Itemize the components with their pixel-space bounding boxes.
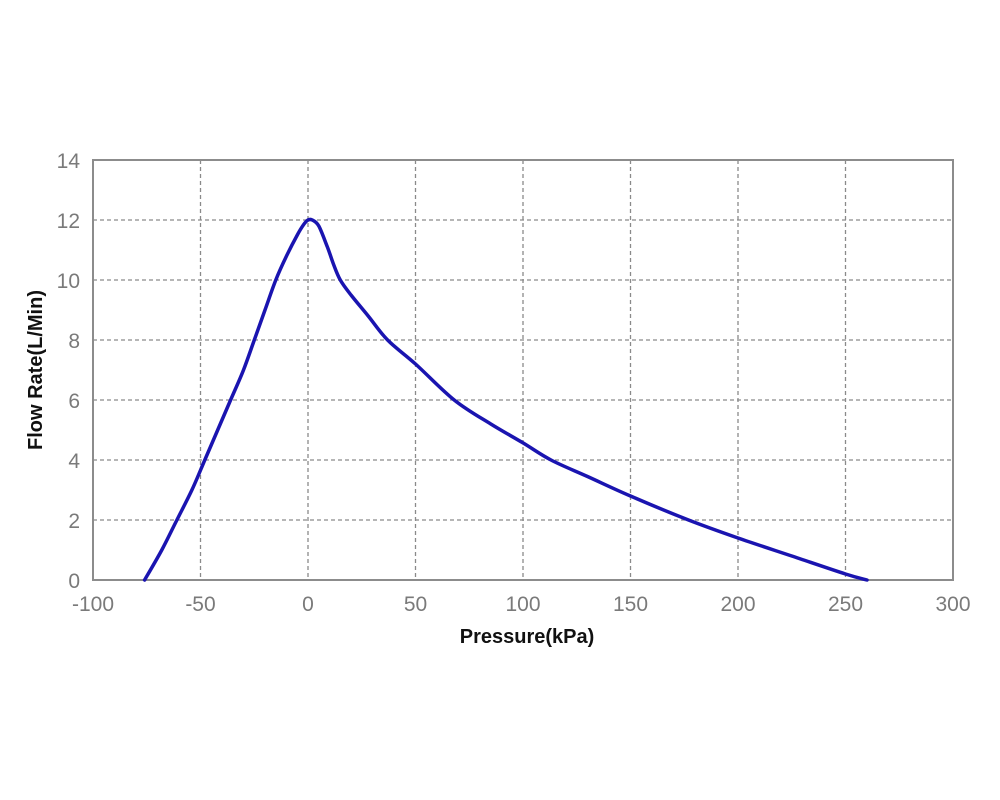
y-tick-label: 0 (68, 570, 80, 593)
y-axis-ticks: 0 2 4 6 8 10 12 14 (57, 150, 81, 593)
x-tick-label: 200 (720, 593, 755, 616)
x-tick-label: 100 (505, 593, 540, 616)
y-tick-label: 12 (57, 210, 80, 233)
x-tick-label: 150 (613, 593, 648, 616)
y-tick-label: 14 (57, 150, 81, 173)
plot-frame (92, 159, 954, 581)
x-axis-ticks: -100 -50 0 50 100 150 200 250 300 (72, 593, 971, 616)
y-axis-title: Flow Rate(L/Min) (25, 290, 47, 450)
y-tick-label: 10 (57, 270, 80, 293)
x-tick-label: 0 (302, 593, 314, 616)
gridlines (93, 160, 953, 580)
x-tick-label: 250 (828, 593, 863, 616)
x-tick-label: -100 (72, 593, 114, 616)
y-tick-label: 6 (68, 390, 80, 413)
x-tick-label: -50 (185, 593, 215, 616)
y-tick-label: 8 (68, 330, 80, 353)
y-tick-label: 4 (68, 450, 80, 473)
x-axis-title: Pressure(kPa) (460, 626, 595, 648)
flow-curve (142, 217, 869, 582)
x-tick-label: 50 (404, 593, 427, 616)
x-tick-label: 300 (935, 593, 970, 616)
y-tick-label: 2 (68, 510, 80, 533)
